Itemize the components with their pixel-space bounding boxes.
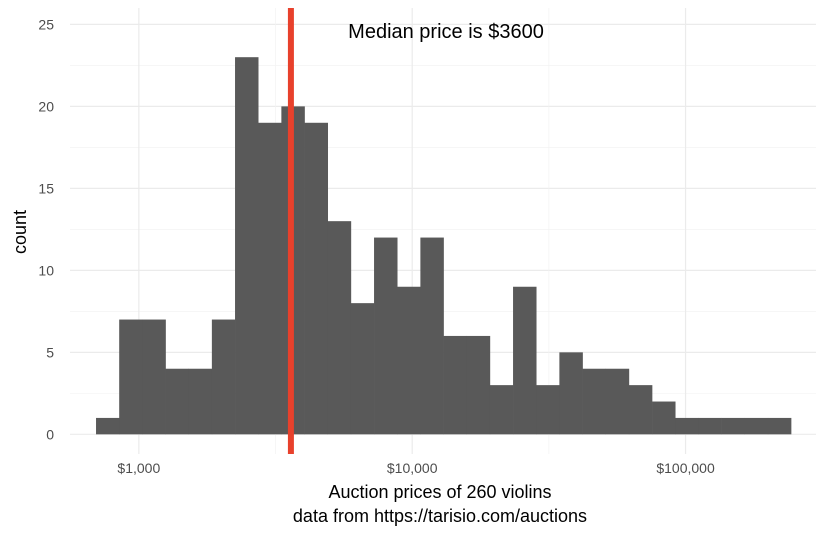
histogram-bar — [652, 401, 676, 435]
histogram-bar — [466, 335, 491, 435]
y-tick-label: 15 — [38, 180, 54, 196]
histogram-bar — [188, 368, 213, 435]
y-axis-title: count — [10, 210, 30, 254]
histogram-bar — [698, 417, 722, 435]
histogram-bar — [258, 122, 282, 435]
x-tick-label: $10,000 — [387, 460, 438, 476]
histogram-bar — [142, 319, 166, 435]
histogram-bar — [489, 385, 514, 435]
y-tick-label: 5 — [46, 344, 54, 360]
histogram-bar — [536, 385, 560, 435]
histogram-bar — [513, 286, 537, 435]
y-tick-label: 0 — [46, 426, 54, 442]
histogram-bar — [628, 385, 653, 435]
histogram-bar — [397, 286, 421, 435]
median-layer: Median price is $3600 — [287, 8, 544, 454]
histogram-bar — [165, 368, 189, 435]
histogram-bar — [235, 57, 259, 435]
x-tick-label: $100,000 — [656, 460, 715, 476]
histogram-bar — [744, 417, 769, 435]
histogram-bar — [582, 368, 607, 435]
y-tick-label: 25 — [38, 16, 54, 32]
x-axis-subtitle: data from https://tarisio.com/auctions — [293, 506, 587, 526]
histogram-bar — [420, 237, 444, 435]
histogram-bar — [211, 319, 236, 435]
histogram-bar — [767, 417, 792, 435]
y-axis-ticks: 0 5 10 15 20 25 — [38, 16, 54, 442]
histogram-bar — [721, 417, 746, 435]
histogram-bar — [559, 352, 583, 435]
x-axis-title: Auction prices of 260 violins — [328, 482, 551, 502]
median-annotation: Median price is $3600 — [348, 21, 544, 43]
histogram-bar — [605, 368, 630, 435]
y-tick-label: 10 — [38, 262, 54, 278]
x-tick-label: $1,000 — [117, 460, 160, 476]
histogram-bar — [374, 237, 398, 435]
histogram-bar — [675, 417, 699, 435]
histogram-bar — [350, 303, 375, 435]
histogram-bar — [304, 122, 329, 435]
x-axis-ticks: $1,000 $10,000 $100,000 — [117, 460, 715, 476]
bars-layer — [96, 57, 792, 435]
histogram-bar — [96, 417, 120, 435]
histogram-bar — [119, 319, 143, 435]
y-tick-label: 20 — [38, 98, 54, 114]
histogram-bar — [443, 335, 468, 435]
histogram-bar — [327, 221, 352, 435]
